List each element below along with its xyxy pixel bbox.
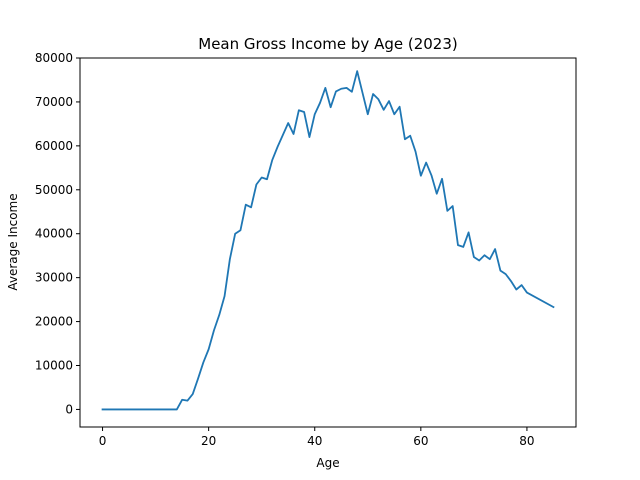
x-tick-label: 80: [519, 434, 534, 448]
x-tick-label: 20: [201, 434, 216, 448]
y-tick-label: 30000: [35, 271, 73, 285]
y-tick-label: 0: [65, 402, 73, 416]
x-axis-ticks: 0 20 40 60 80: [99, 427, 535, 448]
y-tick-label: 60000: [35, 139, 73, 153]
plot-frame: [79, 57, 577, 428]
y-axis-ticks: 0 10000 20000 30000 40000 50000 60000 70000 8000…: [35, 51, 80, 416]
series-group: [101, 70, 555, 411]
x-tick-label: 0: [99, 434, 107, 448]
y-tick-label: 40000: [35, 227, 73, 241]
y-tick-label: 20000: [35, 315, 73, 329]
y-tick-label: 50000: [35, 183, 73, 197]
y-tick-label: 80000: [35, 51, 73, 65]
x-axis-label: Age: [316, 456, 339, 470]
y-tick-label: 70000: [35, 95, 73, 109]
x-tick-label: 40: [307, 434, 322, 448]
x-tick-label: 60: [413, 434, 428, 448]
y-tick-label: 10000: [35, 359, 73, 373]
chart-title: Mean Gross Income by Age (2023): [198, 35, 457, 53]
y-axis-label: Average Income: [6, 193, 20, 290]
series-line-0: [101, 70, 555, 411]
